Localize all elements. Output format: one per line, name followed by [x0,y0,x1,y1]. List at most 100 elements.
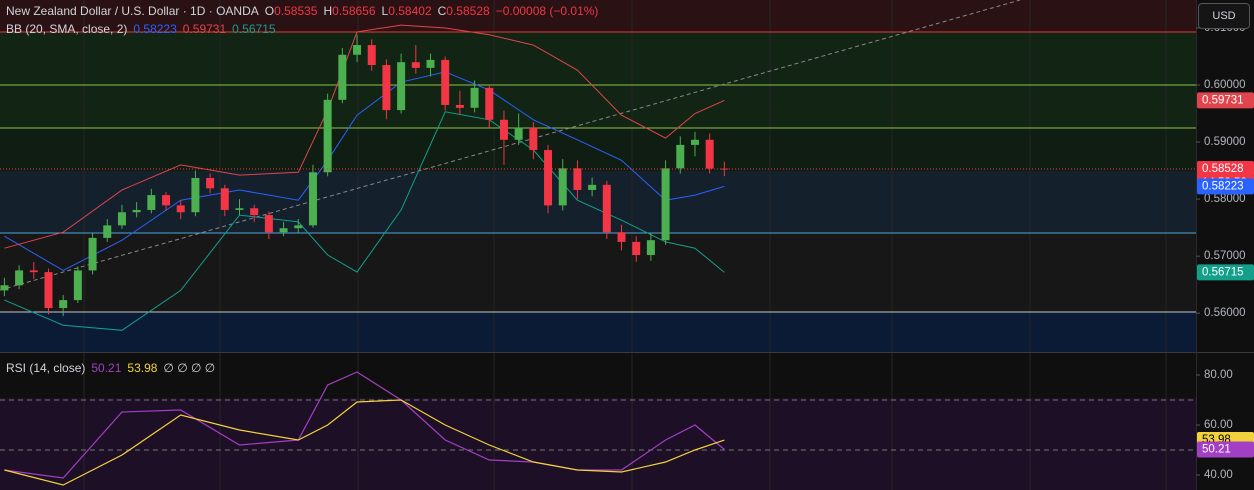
price-badge [1197,92,1254,109]
y-tick-label: 40.00 [1204,469,1233,481]
candle-body [279,228,288,233]
price-badge-label: 0.58223 [1202,180,1244,192]
price-badge-label: 0.58528 [1202,163,1244,175]
candle-body [59,300,68,309]
candle-body [206,177,215,189]
bb-line [4,111,725,331]
indicator-value: 50.21 [91,361,122,375]
candle-body [690,139,699,145]
zone [0,312,1196,352]
ohlc-value: 0.58535 [274,4,318,18]
indicator-extra: ∅ ∅ ∅ ∅ [163,361,216,375]
candle-body [15,270,24,286]
candle-body [73,270,82,301]
candle-body [529,127,538,151]
candle-body [162,195,171,206]
ohlc-label: L [381,4,389,18]
zone [0,171,1196,233]
candle-body [176,205,185,213]
y-tick-label: 0.57000 [1204,250,1246,262]
zone [0,0,1196,32]
y-tick-label: 0.59000 [1204,136,1246,148]
plot [0,24,1196,486]
candle-body [323,99,332,173]
ohlc-label: C [437,4,447,18]
zone [0,32,1196,128]
candle-body [588,184,597,190]
indicator-value: 0.58223 [133,22,177,36]
y-tick-label: 0.56000 [1204,307,1246,319]
rsi-line [4,399,725,486]
candle-body [308,172,317,226]
candle-body [117,212,126,226]
ohlc: C0.58528 [438,4,490,18]
price-badge [1197,264,1254,281]
candle-body [220,188,229,210]
candle-body [353,45,362,55]
candle-body [426,59,435,68]
ohlc-label: H [323,4,333,18]
candle-body [661,168,670,241]
price-badge [1197,178,1254,195]
change: −0.00008 (−0.01%) [495,4,599,18]
indicator-title: RSI (14, close) [6,361,86,375]
backgrounds [0,0,1196,490]
ohlc-value: 0.58656 [332,4,376,18]
candle-body [264,215,273,233]
candle-body [88,237,97,271]
candle-body [147,195,156,210]
candle-body [44,272,53,309]
candle-body [573,168,582,190]
price-badge [1197,160,1254,177]
candle-body [294,225,303,229]
indicator-value: 0.56715 [232,22,276,36]
bb-legend: BB (20, SMA, close, 2) 0.58223 0.59731 0… [6,22,276,36]
candle-body [602,184,611,233]
price-badge-label: 50.21 [1202,444,1231,456]
rsi-legend: RSI (14, close) 50.21 53.98 ∅ ∅ ∅ ∅ [6,361,215,375]
candle-body [0,285,9,291]
ohlc-value: 0.58402 [388,4,432,18]
candle-body [235,208,244,210]
rsi-band [0,398,1196,490]
candle-body [720,168,729,170]
price-badge-label: 0.56715 [1202,266,1244,278]
y-tick-label: 0.60000 [1204,79,1246,91]
candle-body [29,270,38,273]
candle-body [397,62,406,111]
candle-body [367,45,376,66]
candle-body [514,127,523,140]
candle-body [485,87,494,120]
price-badge-label: 0.59731 [1202,94,1244,106]
candle-body [382,65,391,111]
candle-body [558,168,567,206]
ohlc: O0.58535 [265,4,318,18]
price-badge [1197,441,1254,458]
candle-body [470,87,479,108]
candle-body [132,209,141,213]
ohlc: L0.58402 [382,4,432,18]
indicator-value: 53.98 [127,361,158,375]
zone [0,233,1196,312]
y-tick-label: 60.00 [1204,419,1233,431]
currency-button[interactable]: USD [1198,3,1250,29]
candle-body [632,241,641,256]
bb-line [4,24,725,249]
candle-body [646,240,655,256]
candle-body [191,177,200,213]
trend-line [0,0,1021,291]
candle-body [705,139,714,169]
ohlc-value: 0.58528 [446,4,490,18]
indicator-title: BB (20, SMA, close, 2) [6,22,128,36]
candle-body [455,104,464,108]
candle-body [441,59,450,105]
candle-body [676,144,685,169]
candle-body [499,119,508,140]
y-tick-label: 0.58000 [1204,193,1246,205]
price-axis: 0.610000.600000.590000.580000.570000.560… [1196,22,1254,481]
y-tick-label: 80.00 [1204,369,1233,381]
time-grid [83,0,1167,490]
candle-body [544,150,553,206]
